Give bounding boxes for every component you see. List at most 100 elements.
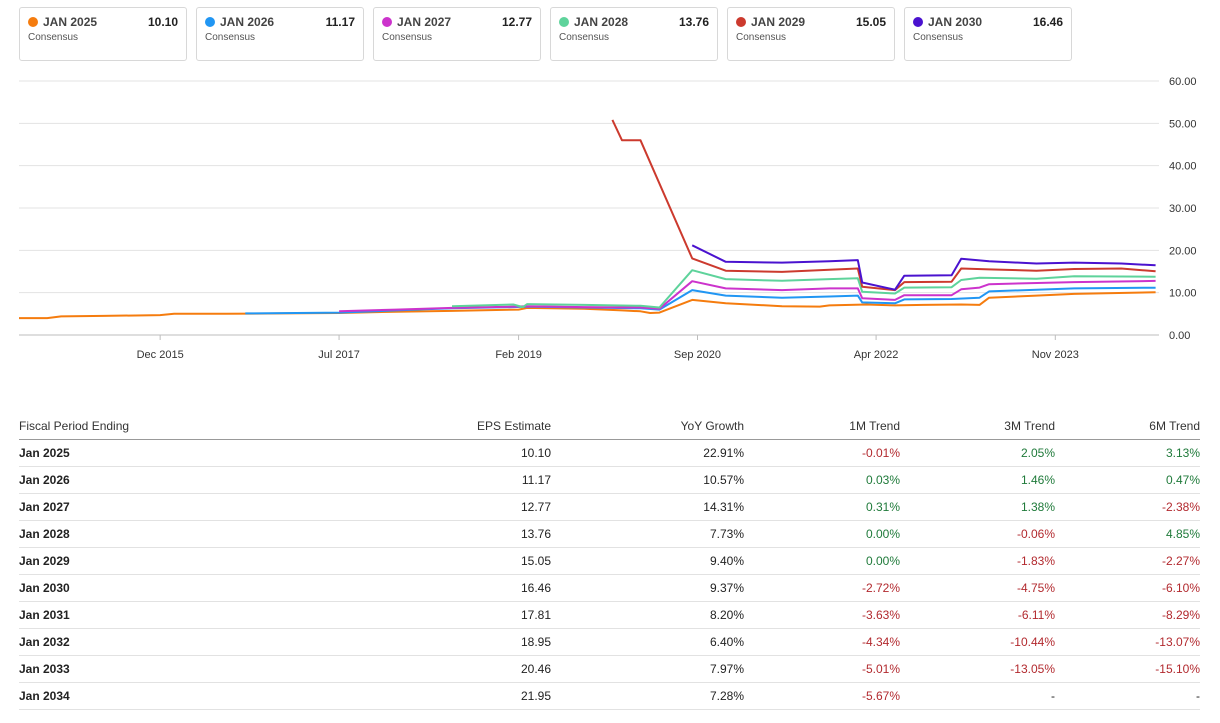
column-header: EPS Estimate — [249, 413, 551, 440]
period-cell: Jan 2026 — [19, 466, 249, 494]
legend-card-jan-2025[interactable]: JAN 2025 10.10 Consensus — [19, 7, 187, 61]
column-header: 6M Trend — [1055, 413, 1200, 440]
column-header: YoY Growth — [551, 413, 744, 440]
value-cell: 15.05 — [249, 547, 551, 575]
value-cell: 10.57% — [551, 466, 744, 494]
legend-dot-icon — [28, 17, 38, 27]
legend-name: JAN 2029 — [751, 15, 806, 29]
y-tick-label: 60.00 — [1169, 76, 1197, 88]
period-cell: Jan 2025 — [19, 439, 249, 467]
legend-card-jan-2028[interactable]: JAN 2028 13.76 Consensus — [550, 7, 718, 61]
table-row: Jan 2029 15.05 9.40% 0.00% -1.83% -2.27% — [19, 547, 1200, 575]
y-tick-label: 30.00 — [1169, 203, 1197, 215]
x-tick-label: Feb 2019 — [495, 349, 541, 361]
value-cell: 20.46 — [249, 655, 551, 683]
x-tick-label: Sep 2020 — [674, 349, 721, 361]
period-cell: Jan 2032 — [19, 628, 249, 656]
table-row: Jan 2033 20.46 7.97% -5.01% -13.05% -15.10% — [19, 655, 1200, 683]
value-cell: -8.29% — [1055, 601, 1200, 629]
series-line-jan-2028 — [451, 269, 1156, 309]
period-cell: Jan 2034 — [19, 682, 249, 710]
value-cell: 13.76 — [249, 520, 551, 548]
table-header-row: Fiscal Period Ending EPS Estimate YoY Grow… — [19, 413, 1200, 440]
legend-value: 13.76 — [678, 15, 709, 29]
y-tick-label: 40.00 — [1169, 161, 1197, 173]
value-cell: 0.31% — [744, 493, 900, 521]
eps-chart: 0.00 10.00 20.00 30.00 40.00 50.00 60.00 Dec 20… — [19, 76, 1197, 361]
legend-name: JAN 2027 — [397, 15, 452, 29]
period-cell: Jan 2030 — [19, 574, 249, 602]
value-cell: 17.81 — [249, 601, 551, 629]
table-row: Jan 2025 10.10 22.91% -0.01% 2.05% 3.13% — [19, 439, 1200, 467]
legend-dot-icon — [205, 17, 215, 27]
table-row: Jan 2026 11.17 10.57% 0.03% 1.46% 0.47% — [19, 466, 1200, 494]
value-cell: -5.01% — [744, 655, 900, 683]
value-cell: -0.06% — [900, 520, 1055, 548]
legend-value: 11.17 — [325, 15, 355, 29]
value-cell: -13.05% — [900, 655, 1055, 683]
value-cell: -10.44% — [900, 628, 1055, 656]
legend-card-jan-2027[interactable]: JAN 2027 12.77 Consensus — [373, 7, 541, 61]
value-cell: -3.63% — [744, 601, 900, 629]
value-cell: -6.11% — [900, 601, 1055, 629]
eps-table: Fiscal Period Ending EPS Estimate YoY Grow… — [19, 413, 1200, 710]
period-cell: Jan 2031 — [19, 601, 249, 629]
legend-value: 12.77 — [501, 15, 532, 29]
table-body: Jan 2025 10.10 22.91% -0.01% 2.05% 3.13% Jan 2… — [19, 439, 1200, 710]
legend-subtitle: Consensus — [205, 32, 256, 43]
y-tick-label: 10.00 — [1169, 288, 1197, 300]
y-tick-label: 0.00 — [1169, 330, 1190, 342]
legend-card-jan-2029[interactable]: JAN 2029 15.05 Consensus — [727, 7, 895, 61]
value-cell: 6.40% — [551, 628, 744, 656]
table-row: Jan 2028 13.76 7.73% 0.00% -0.06% 4.85% — [19, 520, 1200, 548]
legend-value: 10.10 — [147, 15, 178, 29]
value-cell: 9.40% — [551, 547, 744, 575]
value-cell: -4.75% — [900, 574, 1055, 602]
period-cell: Jan 2029 — [19, 547, 249, 575]
legend-subtitle: Consensus — [736, 32, 787, 43]
column-header: 3M Trend — [900, 413, 1055, 440]
value-cell: 4.85% — [1055, 520, 1200, 548]
value-cell: 18.95 — [249, 628, 551, 656]
value-cell: -2.72% — [744, 574, 900, 602]
legend-subtitle: Consensus — [28, 32, 79, 43]
table-row: Jan 2027 12.77 14.31% 0.31% 1.38% -2.38% — [19, 493, 1200, 521]
value-cell: 0.00% — [744, 547, 900, 575]
value-cell: 8.20% — [551, 601, 744, 629]
column-header: 1M Trend — [744, 413, 900, 440]
legend-name: JAN 2025 — [43, 15, 98, 29]
value-cell: 12.77 — [249, 493, 551, 521]
legend-dot-icon — [559, 17, 569, 27]
value-cell: 22.91% — [551, 439, 744, 467]
value-cell: 3.13% — [1055, 439, 1200, 467]
value-cell: -2.38% — [1055, 493, 1200, 521]
legend-name: JAN 2026 — [220, 15, 275, 29]
series-line-jan-2030 — [691, 244, 1156, 291]
legend-subtitle: Consensus — [382, 32, 433, 43]
table-row: Jan 2030 16.46 9.37% -2.72% -4.75% -6.10% — [19, 574, 1200, 602]
value-cell: 7.73% — [551, 520, 744, 548]
table-row: Jan 2032 18.95 6.40% -4.34% -10.44% -13.07% — [19, 628, 1200, 656]
series-line-jan-2025 — [19, 291, 1156, 320]
legend-card-jan-2030[interactable]: JAN 2030 16.46 Consensus — [904, 7, 1072, 61]
value-cell: 9.37% — [551, 574, 744, 602]
value-cell: 11.17 — [249, 466, 551, 494]
legend-value: 15.05 — [855, 15, 886, 29]
value-cell: - — [900, 682, 1055, 710]
legend-dot-icon — [913, 17, 923, 27]
value-cell: -15.10% — [1055, 655, 1200, 683]
legend-name: JAN 2028 — [574, 15, 629, 29]
y-tick-label: 20.00 — [1169, 245, 1197, 257]
legend-dot-icon — [382, 17, 392, 27]
column-header: Fiscal Period Ending — [19, 413, 249, 440]
value-cell: -13.07% — [1055, 628, 1200, 656]
legend-card-jan-2026[interactable]: JAN 2026 11.17 Consensus — [196, 7, 364, 61]
value-cell: 16.46 — [249, 574, 551, 602]
value-cell: -6.10% — [1055, 574, 1200, 602]
legend: JAN 2025 10.10 Consensus JAN 2026 11.17 Conse… — [19, 7, 1072, 61]
value-cell: 10.10 — [249, 439, 551, 467]
table-row: Jan 2034 21.95 7.28% -5.67% - - — [19, 682, 1200, 710]
table-row: Jan 2031 17.81 8.20% -3.63% -6.11% -8.29% — [19, 601, 1200, 629]
y-tick-label: 50.00 — [1169, 118, 1197, 130]
period-cell: Jan 2028 — [19, 520, 249, 548]
